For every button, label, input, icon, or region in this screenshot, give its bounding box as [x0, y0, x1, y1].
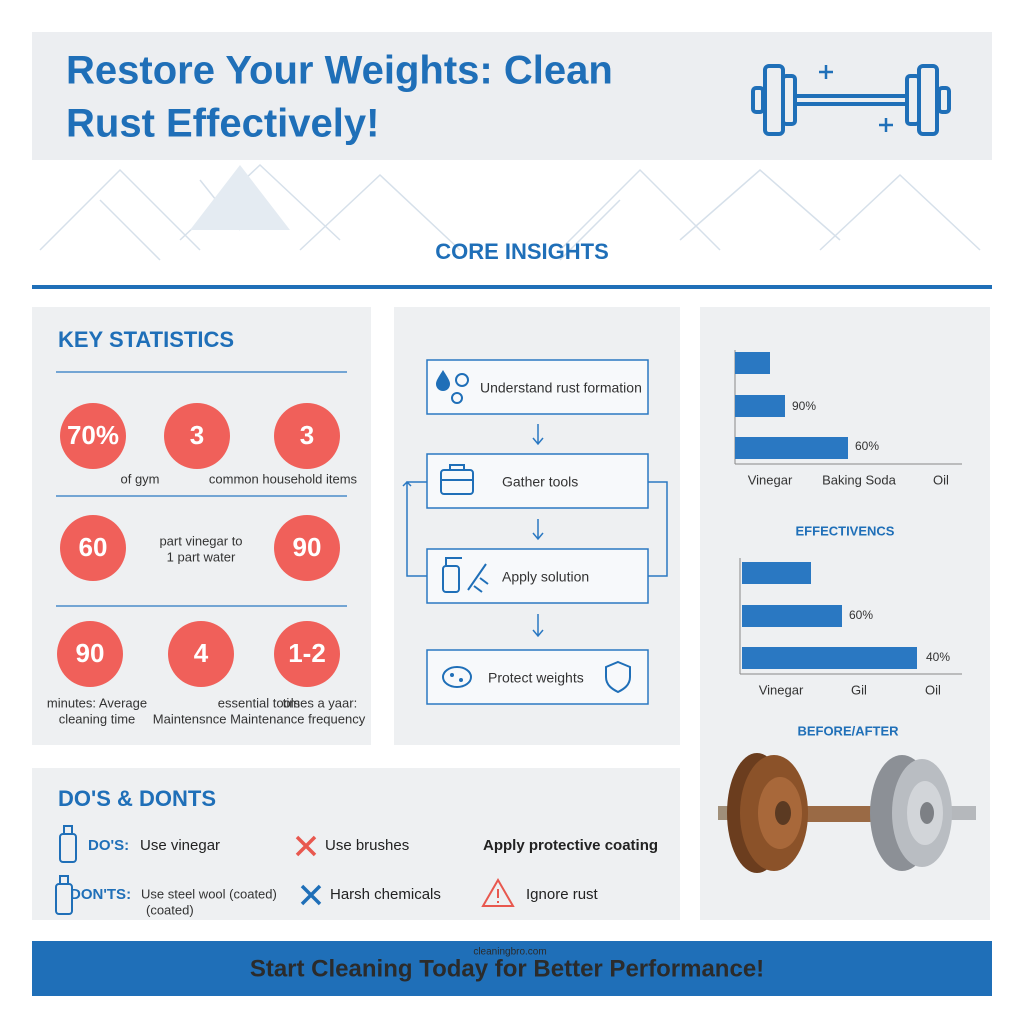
section-label: BEFORE/AFTER — [797, 723, 899, 738]
dont-item: Harsh chemicals — [330, 886, 441, 903]
dos-panel — [32, 768, 680, 920]
dont-item: Ignore rust — [526, 886, 599, 903]
stat-caption: Maintensnce Maintenance frequency — [153, 711, 366, 726]
panel-title: KEY STATISTICS — [58, 327, 234, 352]
category-label: Gil — [851, 682, 867, 697]
stat-circle — [57, 621, 123, 687]
bar-label: 90% — [792, 399, 816, 413]
dont-label: DON'TS: — [70, 886, 131, 903]
flow-step — [426, 359, 649, 415]
stat-circle — [274, 515, 340, 581]
footer-bar — [32, 941, 992, 996]
warning-icon — [481, 877, 515, 907]
stat-circle — [60, 515, 126, 581]
category-label: Oil — [933, 472, 949, 487]
stat-value: 60 — [79, 532, 108, 562]
category-label: Baking Soda — [822, 472, 896, 487]
x-icon — [295, 835, 317, 857]
stat-caption: times a yaar: — [283, 695, 357, 710]
stat-caption: part vinegar to — [159, 533, 242, 548]
section-title: CORE INSIGHTS — [435, 239, 609, 264]
barbell-icon — [751, 64, 951, 136]
title-line: Rust Effectively! — [66, 102, 379, 146]
dont-item: (coated) — [146, 902, 194, 917]
stat-circle — [274, 403, 340, 469]
bar-label: 40% — [926, 650, 950, 664]
stat-caption: cleaning time — [59, 711, 136, 726]
title-line: Restore Your Weights: Clean — [66, 49, 613, 93]
bar-chart — [739, 558, 962, 675]
stat-value: 3 — [190, 420, 204, 450]
category-label: Vinegar — [748, 472, 793, 487]
stats-dividers — [56, 371, 347, 607]
stat-caption: essential tools — [218, 695, 301, 710]
x-icon — [300, 884, 322, 906]
stat-value: 90 — [76, 638, 105, 668]
flow-step — [426, 548, 649, 604]
stat-circle — [60, 403, 126, 469]
call-to-action: Start Cleaning Today for Better Performa… — [250, 955, 764, 982]
bottle-icons — [55, 825, 77, 915]
step-icons — [436, 370, 631, 694]
stat-value: 3 — [300, 420, 314, 450]
stat-caption: of gym — [120, 471, 159, 486]
bar-chart — [734, 350, 962, 465]
stat-value: 90 — [293, 532, 322, 562]
dont-item: Use steel wool (coated) — [141, 886, 277, 901]
background-pattern — [39, 163, 981, 261]
do-item: Apply protective coating — [483, 837, 658, 854]
flow-step — [426, 649, 649, 705]
step-label: Understand rust formation — [480, 380, 642, 396]
stat-caption: minutes: Average — [47, 695, 147, 710]
category-label: Oil — [925, 682, 941, 697]
stat-value: 4 — [194, 638, 209, 668]
dumbbell-photo — [718, 753, 976, 873]
stat-circle — [274, 621, 340, 687]
stat-circle — [164, 403, 230, 469]
chart-title: EFFECTIVENCS — [796, 523, 895, 538]
do-item: Use brushes — [325, 837, 409, 854]
bar-label: 60% — [849, 608, 873, 622]
do-label: DO'S: — [88, 837, 129, 854]
step-label: Gather tools — [502, 474, 578, 490]
panel-title: DO'S & DONTS — [58, 786, 216, 811]
stat-value: 70% — [67, 420, 119, 450]
stat-value: 1-2 — [288, 638, 326, 668]
source: cleaningbro.com — [473, 947, 546, 958]
step-label: Protect weights — [488, 670, 584, 686]
stat-caption: common household items — [209, 471, 358, 486]
stat-caption: 1 part water — [167, 549, 236, 564]
stat-circle — [168, 621, 234, 687]
do-item: Use vinegar — [140, 837, 220, 854]
flow-connectors — [402, 424, 668, 638]
category-label: Vinegar — [759, 682, 804, 697]
step-label: Apply solution — [502, 569, 589, 585]
bar-label: 60% — [855, 439, 879, 453]
